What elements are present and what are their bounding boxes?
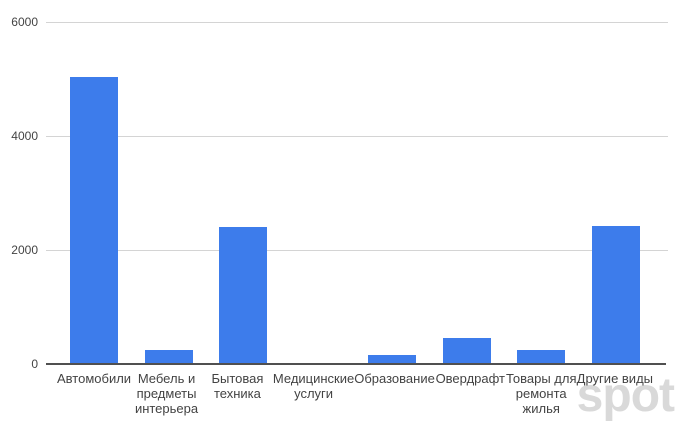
bar[interactable]	[368, 355, 417, 364]
watermark-spot-logo: spot	[576, 369, 675, 421]
bar[interactable]	[70, 76, 119, 364]
gridline	[46, 22, 668, 23]
y-axis-tick-label: 2000	[11, 243, 38, 257]
category-label: Образование	[354, 371, 435, 386]
bar[interactable]	[517, 349, 566, 364]
bar[interactable]	[591, 225, 640, 364]
category-label: Овердрафт	[435, 371, 506, 386]
category-label: Мебель и предметы интерьера	[134, 371, 199, 416]
bar-column	[206, 22, 281, 364]
category-label: Медицинские услуги	[272, 371, 355, 401]
x-axis-labels: Автомобили Мебель и предметы интерьера Быт…	[57, 371, 653, 416]
bar-column	[430, 22, 505, 364]
category-label-cell: Другие виды	[577, 371, 653, 416]
category-label-cell: Овердрафт	[435, 371, 506, 416]
category-label: Товары для ремонта жилья	[505, 371, 577, 416]
category-label-cell: Бытовая техника	[202, 371, 273, 416]
x-axis-line	[46, 363, 666, 365]
y-axis-tick-label: 0	[31, 357, 38, 371]
y-axis: 0 2000 4000 6000	[0, 16, 38, 370]
bar-column	[355, 22, 430, 364]
bar-column	[281, 22, 356, 364]
bar[interactable]	[219, 227, 268, 364]
bars-row	[57, 22, 653, 364]
bar-column	[57, 22, 132, 364]
category-label-cell: Товары для ремонта жилья	[506, 371, 577, 416]
category-label-cell: Мебель и предметы интерьера	[131, 371, 202, 416]
bar-column	[132, 22, 207, 364]
category-label-cell: Медицинские услуги	[273, 371, 354, 416]
category-label: Автомобили	[57, 371, 132, 386]
category-label-cell: Образование	[354, 371, 435, 416]
bar-column	[504, 22, 579, 364]
category-label: Другие виды	[576, 371, 654, 386]
bar[interactable]	[144, 349, 193, 364]
gridline	[46, 250, 668, 251]
bar[interactable]	[442, 338, 491, 364]
gridline	[46, 136, 668, 137]
category-label: Бытовая техника	[211, 371, 264, 401]
category-label-cell: Автомобили	[57, 371, 131, 416]
y-axis-tick-label: 6000	[11, 15, 38, 29]
bar-column	[579, 22, 654, 364]
plot-area	[46, 22, 668, 364]
y-axis-tick-label: 4000	[11, 129, 38, 143]
